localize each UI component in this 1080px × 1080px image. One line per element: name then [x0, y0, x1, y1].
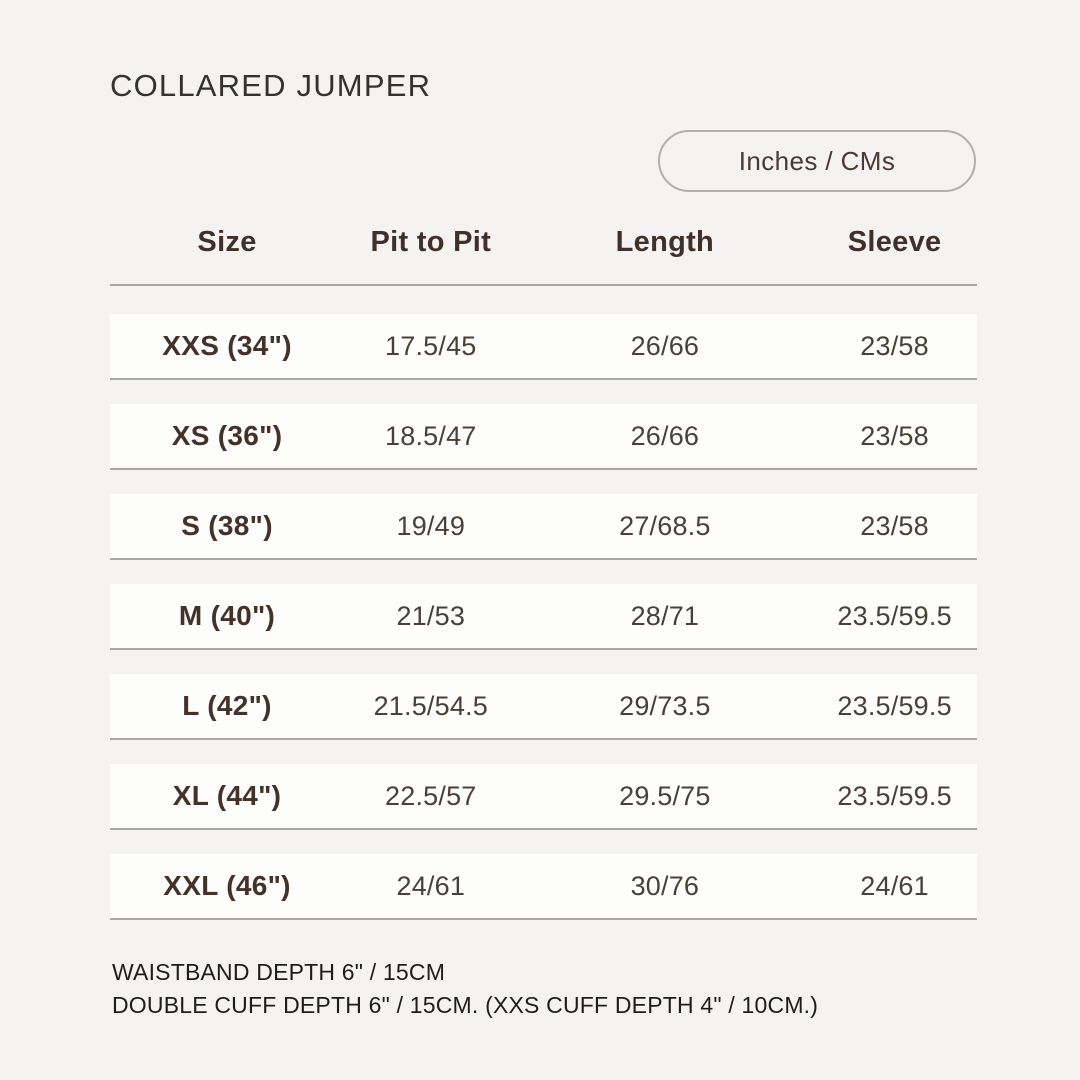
- cell-size: XS (36"): [171, 420, 283, 451]
- footnote-cuff: DOUBLE CUFF DEPTH 6" / 15CM. (XXS CUFF D…: [112, 992, 819, 1018]
- cell-pit-to-pit: 17.5/45: [385, 330, 477, 361]
- cell-sleeve: 23.5/59.5: [837, 600, 952, 631]
- cell-size: M (40"): [178, 600, 276, 631]
- table-row: XS (36") 18.5/47 26/66 23/58: [110, 404, 977, 470]
- cell-sleeve: 23/58: [860, 330, 929, 361]
- header-divider: [110, 284, 977, 286]
- cell-pit-to-pit: 21/53: [396, 600, 466, 631]
- cell-pit-to-pit: 18.5/47: [385, 420, 477, 451]
- cell-sleeve: 23/58: [860, 420, 929, 451]
- cell-pit-to-pit: 21.5/54.5: [373, 690, 488, 721]
- unit-toggle-button[interactable]: Inches / CMs: [658, 130, 976, 192]
- cell-length: 28/71: [630, 600, 700, 631]
- column-header-size: Size: [197, 225, 257, 258]
- cell-length: 30/76: [630, 870, 700, 901]
- cell-size: L (42"): [182, 690, 272, 721]
- table-row: XXS (34") 17.5/45 26/66 23/58: [110, 314, 977, 380]
- table-row: M (40") 21/53 28/71 23.5/59.5: [110, 584, 977, 650]
- table-row: L (42") 21.5/54.5 29/73.5 23.5/59.5: [110, 674, 977, 740]
- cell-size: XL (44"): [172, 780, 282, 811]
- table-header-row: Size Pit to Pit Length Sleeve: [110, 218, 977, 266]
- column-header-pit-to-pit: Pit to Pit: [370, 225, 492, 258]
- column-header-sleeve: Sleeve: [847, 225, 942, 258]
- column-header-length: Length: [615, 225, 715, 258]
- cell-length: 26/66: [630, 330, 700, 361]
- cell-length: 26/66: [630, 420, 700, 451]
- table-row: XL (44") 22.5/57 29.5/75 23.5/59.5: [110, 764, 977, 830]
- cell-size: XXS (34"): [162, 330, 292, 361]
- table-row: XXL (46") 24/61 30/76 24/61: [110, 854, 977, 920]
- cell-pit-to-pit: 22.5/57: [385, 780, 477, 811]
- table-row: S (38") 19/49 27/68.5 23/58: [110, 494, 977, 560]
- cell-pit-to-pit: 24/61: [396, 870, 466, 901]
- cell-size: S (38"): [181, 510, 273, 541]
- cell-sleeve: 24/61: [860, 870, 929, 901]
- cell-length: 29/73.5: [619, 690, 711, 721]
- cell-size: XXL (46"): [163, 870, 291, 901]
- cell-pit-to-pit: 19/49: [396, 510, 466, 541]
- page-title: COLLARED JUMPER: [110, 68, 432, 103]
- unit-toggle-label: Inches / CMs: [738, 145, 896, 176]
- footnotes: WAISTBAND DEPTH 6" / 15CM DOUBLE CUFF DE…: [112, 956, 818, 1022]
- cell-sleeve: 23.5/59.5: [837, 690, 952, 721]
- cell-length: 29.5/75: [619, 780, 711, 811]
- cell-length: 27/68.5: [619, 510, 711, 541]
- footnote-waistband: WAISTBAND DEPTH 6" / 15CM: [112, 959, 446, 985]
- cell-sleeve: 23/58: [860, 510, 929, 541]
- cell-sleeve: 23.5/59.5: [837, 780, 952, 811]
